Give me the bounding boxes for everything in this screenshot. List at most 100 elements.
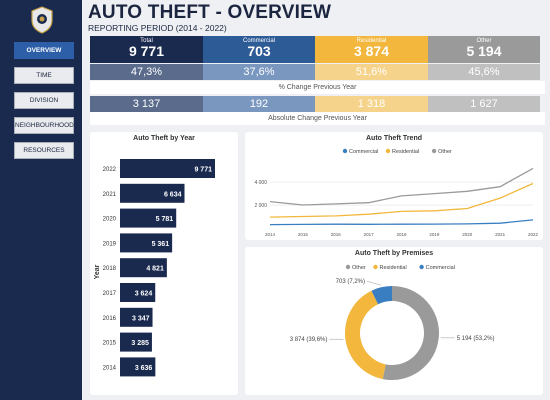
premises-donut-chart-title: Auto Theft by Premises xyxy=(354,250,434,257)
kpi-other-abs-change: 1 627 xyxy=(428,96,540,112)
line-other xyxy=(269,167,534,206)
y-tick-label: 4 000 xyxy=(254,180,267,186)
bar-category-label: 2015 xyxy=(103,341,117,347)
nav-overview-button[interactable]: OVERVIEW xyxy=(14,42,74,59)
nav-neighbourhood-button[interactable]: NEIGHBOURHOOD xyxy=(14,117,74,134)
premises-donut-chart: Other Residential Commercial 5 194 (53,2%) 3… xyxy=(290,264,495,380)
trend-line-chart-panel: Auto Theft Trend Commercial Residential Ot… xyxy=(245,132,543,240)
bar-value-label: 6 634 xyxy=(164,191,182,198)
bar-value-label: 5 781 xyxy=(156,216,174,223)
legend-marker-other xyxy=(431,148,437,154)
legend-label-other: Other xyxy=(352,265,366,271)
bar-2014 xyxy=(120,357,156,377)
kpi-residential-value: 3 874 xyxy=(353,43,390,59)
bar-y-axis-label: Year xyxy=(94,264,101,279)
kpi-other-label: Other xyxy=(476,38,492,44)
legend-marker-other xyxy=(345,264,351,270)
legend-label-residential: Residential xyxy=(380,265,407,271)
legend-marker-commercial xyxy=(342,148,348,154)
donut-slice-residential xyxy=(345,290,386,380)
kpi-residential-abs-change: 1 318 xyxy=(315,96,428,112)
x-tick-label: 2017 xyxy=(364,232,375,237)
bar-2022 xyxy=(120,159,215,178)
legend-label-residential: Residential xyxy=(392,149,419,155)
bar-value-label: 9 771 xyxy=(194,167,212,174)
legend-label-other: Other xyxy=(438,149,452,155)
legend-label-commercial: Commercial xyxy=(426,265,455,271)
x-tick-label: 2019 xyxy=(429,232,440,237)
kpi-total-value: 9 771 xyxy=(128,43,165,59)
bar-2016 xyxy=(120,307,153,327)
bar-value-label: 3 347 xyxy=(132,315,150,322)
bar-value-label: 3 636 xyxy=(135,365,153,372)
page-subtitle: REPORTING PERIOD (2014 - 2022) xyxy=(88,23,227,33)
kpi-total-label: Total xyxy=(140,38,153,44)
donut-slice-label: 3 874 (39,6%) xyxy=(290,337,328,343)
bar-category-label: 2022 xyxy=(103,167,117,173)
bar-2021 xyxy=(120,183,185,203)
nav-resources-button[interactable]: RESOURCES xyxy=(14,142,74,159)
kpi-total-abs-change: 3 137 xyxy=(90,96,203,112)
legend-marker-residential xyxy=(373,264,378,270)
bar-2017 xyxy=(120,283,156,302)
kpi-total-tile: Total 9 771 xyxy=(90,36,203,63)
trend-line-chart: Commercial Residential Other 2 000 4 000 2014… xyxy=(254,148,539,237)
bar-2018 xyxy=(120,258,167,278)
bar-value-label: 5 361 xyxy=(152,241,170,248)
bar-category-label: 2017 xyxy=(103,291,117,297)
x-tick-label: 2016 xyxy=(331,232,342,237)
bar-category-label: 2018 xyxy=(103,266,117,272)
premises-donut-chart-panel: Auto Theft by Premises Other Residential C… xyxy=(245,247,543,395)
abs-change-caption: Absolute Change Previous Year xyxy=(90,112,545,125)
kpi-other-value: 5 194 xyxy=(466,43,502,59)
kpi-total-pct-change: 47,3% xyxy=(90,64,203,80)
x-tick-label: 2020 xyxy=(462,232,473,237)
bar-value-label: 4 821 xyxy=(146,266,164,273)
year-bar-chart-title: Auto Theft by Year xyxy=(133,135,195,142)
x-tick-label: 2021 xyxy=(495,232,506,237)
x-tick-label: 2018 xyxy=(396,232,407,237)
x-tick-label: 2022 xyxy=(528,232,539,237)
bar-value-label: 3 285 xyxy=(131,340,149,347)
x-tick-label: 2014 xyxy=(265,232,276,237)
kpi-other-tile: Other 5 194 xyxy=(428,36,540,63)
x-tick-label: 2015 xyxy=(298,232,309,237)
legend-marker-residential xyxy=(385,148,391,154)
nav-division-button[interactable]: DIVISION xyxy=(14,92,74,109)
bar-2020 xyxy=(120,208,177,228)
legend-marker-commercial xyxy=(419,264,424,270)
page-title: AUTO THEFT - OVERVIEW xyxy=(88,2,332,23)
bar-category-label: 2020 xyxy=(103,217,117,223)
kpi-commercial-abs-change: 192 xyxy=(203,96,315,112)
donut-leader-line xyxy=(366,281,382,286)
legend-label-commercial: Commercial xyxy=(349,149,378,155)
kpi-other-pct-change: 45,6% xyxy=(428,64,540,80)
donut-slice-label: 703 (7,2%) xyxy=(336,279,365,285)
kpi-commercial-pct-change: 37,6% xyxy=(203,64,315,80)
donut-slice-commercial xyxy=(371,286,392,305)
bar-2015 xyxy=(120,332,152,352)
bar-category-label: 2014 xyxy=(103,365,117,371)
trend-line-chart-title: Auto Theft Trend xyxy=(366,135,422,142)
bar-category-label: 2019 xyxy=(103,241,117,247)
year-bar-chart: Year 2022 9 771 2021 6 634 2020 5 781 2019 5 361… xyxy=(94,159,215,377)
kpi-commercial-value: 703 xyxy=(247,43,271,59)
donut-slice-label: 5 194 (53,2%) xyxy=(457,336,495,342)
sidebar: OVERVIEW TIME DIVISION NEIGHBOURHOOD RES… xyxy=(0,0,82,400)
kpi-commercial-label: Commercial xyxy=(242,38,275,44)
bar-category-label: 2016 xyxy=(103,316,117,322)
donut-slice-other xyxy=(382,286,439,380)
kpi-commercial-tile: Commercial 703 xyxy=(203,36,315,63)
line-commercial xyxy=(269,219,534,226)
city-crest-icon xyxy=(31,6,53,34)
line-residential xyxy=(269,182,534,218)
pct-change-caption: % Change Previous Year xyxy=(90,81,545,94)
kpi-residential-tile: Residential 3 874 xyxy=(315,36,428,63)
nav-time-button[interactable]: TIME xyxy=(14,67,74,84)
kpi-residential-pct-change: 51,6% xyxy=(315,64,428,80)
bar-2019 xyxy=(120,233,173,253)
bar-category-label: 2021 xyxy=(103,192,117,198)
y-tick-label: 2 000 xyxy=(254,203,267,209)
kpi-residential-label: Residential xyxy=(356,38,387,44)
year-bar-chart-panel: Auto Theft by Year Year 2022 9 771 2021 6 63… xyxy=(90,132,238,395)
